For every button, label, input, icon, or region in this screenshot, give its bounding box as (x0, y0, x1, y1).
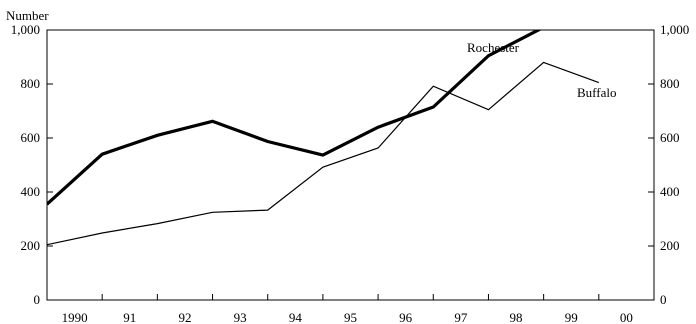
left-y-axis: 0 200 400 600 800 1,000 (11, 22, 53, 307)
y-tick-label-right: 800 (660, 76, 680, 91)
series-label-rochester: Rochester (467, 40, 520, 55)
x-tick-label: 98 (510, 310, 523, 324)
y-tick-label-left: 400 (21, 184, 41, 199)
series-lines (47, 30, 600, 246)
x-tick-label: 99 (565, 310, 578, 324)
x-axis: 1990 91 92 93 94 95 96 97 98 99 00 (62, 294, 633, 324)
y-axis-label: Number (6, 8, 49, 23)
series-label-buffalo: Buffalo (577, 85, 616, 100)
series-line-buffalo (47, 61, 600, 246)
y-tick-label-left: 1,000 (11, 22, 40, 37)
x-tick-label: 94 (289, 310, 303, 324)
y-tick-label-left: 600 (21, 130, 41, 145)
plot-frame (46, 29, 655, 301)
y-tick-label-left: 200 (21, 238, 41, 253)
y-tick-label-left: 800 (21, 76, 41, 91)
y-tick-label-right: 1,000 (660, 22, 689, 37)
x-tick-label: 91 (123, 310, 136, 324)
x-tick-label: 00 (620, 310, 633, 324)
y-tick-label-right: 400 (660, 184, 680, 199)
y-tick-label-right: 200 (660, 238, 680, 253)
x-tick-label: 96 (399, 310, 413, 324)
x-tick-label: 92 (178, 310, 191, 324)
x-tick-label: 95 (344, 310, 357, 324)
y-tick-label-right: 600 (660, 130, 680, 145)
x-tick-label: 97 (454, 310, 468, 324)
x-tick-label: 93 (234, 310, 247, 324)
series-line-rochester (47, 30, 542, 206)
y-tick-label-right: 0 (660, 292, 667, 307)
right-y-axis: 0 200 400 600 800 1,000 (648, 22, 689, 307)
x-tick-label: 1990 (62, 310, 88, 324)
y-tick-label-left: 0 (34, 292, 41, 307)
